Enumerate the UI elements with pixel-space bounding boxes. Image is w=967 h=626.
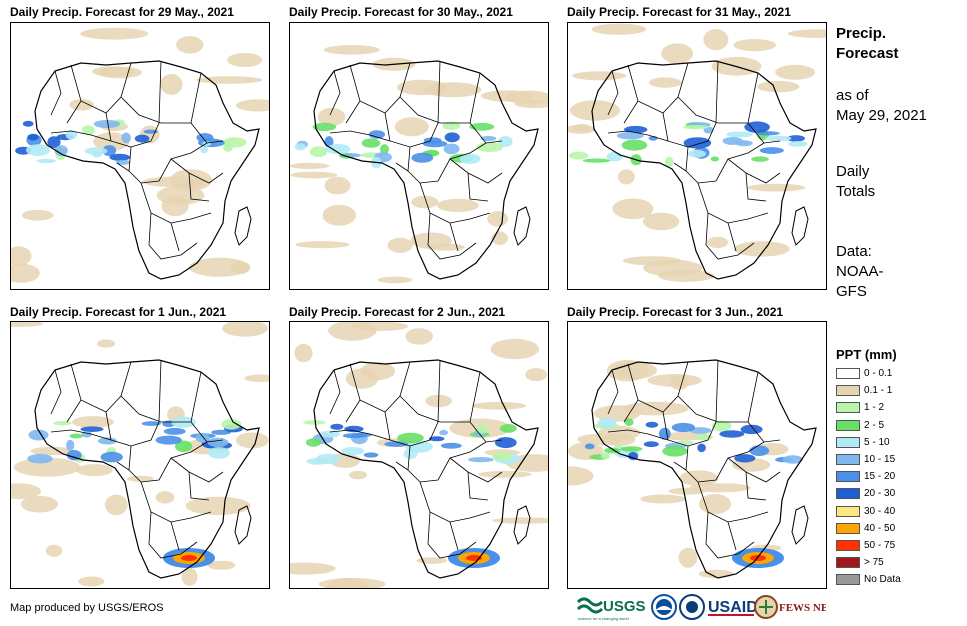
legend-swatch bbox=[836, 505, 860, 517]
sidebar-data-line1: Data: bbox=[836, 243, 872, 260]
fews-net-logo-text: FEWS NET bbox=[779, 602, 826, 614]
panel-title-6: Daily Precip. Forecast for 3 Jun., 2021 bbox=[567, 305, 784, 319]
legend-swatch bbox=[836, 522, 860, 534]
svg-text:science for a changing world: science for a changing world bbox=[578, 616, 629, 621]
legend-label: No Data bbox=[864, 574, 901, 586]
legend-swatch bbox=[836, 454, 860, 465]
legend-item: 10 - 15 bbox=[836, 453, 895, 466]
legend-item: > 75 bbox=[836, 556, 884, 569]
legend-item: 1 - 2 bbox=[836, 401, 884, 414]
usaid-logo: USAID bbox=[708, 599, 758, 616]
africa-precip-map-icon bbox=[11, 322, 269, 587]
sidebar-heading: Precip. Forecast bbox=[836, 24, 899, 64]
africa-precip-map-icon bbox=[568, 23, 826, 282]
map-panel-5 bbox=[289, 321, 549, 589]
africa-precip-map-icon bbox=[290, 322, 548, 588]
legend-item: 40 - 50 bbox=[836, 522, 895, 535]
usgs-logo: USGS science for a changing world bbox=[576, 597, 646, 621]
legend-swatch bbox=[836, 540, 860, 551]
legend-label: 1 - 2 bbox=[864, 402, 885, 414]
panel-title-3: Daily Precip. Forecast for 31 May., 2021 bbox=[567, 5, 791, 19]
panel-title-4: Daily Precip. Forecast for 1 Jun., 2021 bbox=[10, 305, 227, 319]
legend-label: 2 - 5 bbox=[864, 419, 885, 431]
legend-item: 2 - 5 bbox=[836, 419, 884, 432]
sidebar-asof: as of May 29, 2021 bbox=[836, 86, 927, 126]
sidebar-data-line2: NOAA- bbox=[836, 263, 884, 280]
legend-item: 30 - 40 bbox=[836, 505, 895, 518]
sidebar-totals-line1: Daily bbox=[836, 163, 870, 180]
legend-label: 40 - 50 bbox=[864, 522, 896, 534]
sidebar-data-line3: GFS bbox=[836, 283, 867, 300]
noaa-logo bbox=[651, 594, 677, 620]
legend-item: No Data bbox=[836, 573, 901, 586]
sidebar-totals: Daily Totals bbox=[836, 162, 875, 202]
legend-item: 20 - 30 bbox=[836, 487, 895, 500]
legend-label: 0.1 - 1 bbox=[864, 385, 893, 397]
panel-title-1: Daily Precip. Forecast for 29 May., 2021 bbox=[10, 5, 234, 19]
legend-label: 15 - 20 bbox=[864, 471, 896, 483]
legend-label: 10 - 15 bbox=[864, 454, 896, 465]
map-panel-1 bbox=[10, 22, 270, 290]
map-panel-2 bbox=[289, 22, 549, 290]
sidebar-asof-line2: May 29, 2021 bbox=[836, 107, 927, 124]
legend-title: PPT (mm) bbox=[836, 347, 897, 362]
legend-swatch bbox=[836, 488, 860, 500]
legend-label: 20 - 30 bbox=[864, 488, 896, 500]
legend-label: 50 - 75 bbox=[864, 540, 896, 551]
africa-precip-map-icon bbox=[290, 45, 548, 284]
legend-swatch bbox=[836, 419, 860, 431]
map-panel-6 bbox=[567, 321, 827, 589]
usaid-logo-text: USAID bbox=[708, 599, 758, 616]
dept-seal-logo bbox=[679, 594, 705, 620]
legend-item: 5 - 10 bbox=[836, 436, 890, 449]
legend-item: 15 - 20 bbox=[836, 470, 895, 483]
map-panel-3 bbox=[567, 22, 827, 290]
legend-swatch bbox=[836, 402, 860, 414]
sidebar-totals-line2: Totals bbox=[836, 183, 876, 200]
legend-swatch bbox=[836, 385, 860, 397]
panel-title-2: Daily Precip. Forecast for 30 May., 2021 bbox=[289, 5, 513, 19]
legend-item: 0.1 - 1 bbox=[836, 384, 892, 397]
credit-text: Map produced by USGS/EROS bbox=[10, 602, 164, 614]
sidebar-heading-line1: Precip. bbox=[836, 25, 887, 42]
legend-label: > 75 bbox=[864, 557, 884, 569]
legend-item: 0 - 0.1 bbox=[836, 367, 892, 380]
legend-swatch bbox=[836, 574, 860, 586]
legend-label: 30 - 40 bbox=[864, 505, 896, 517]
sidebar-data-source: Data: NOAA- GFS bbox=[836, 242, 884, 302]
legend-swatch bbox=[836, 557, 860, 569]
map-panel-4 bbox=[10, 321, 270, 589]
legend-swatch bbox=[836, 368, 860, 379]
legend-swatch bbox=[836, 471, 860, 483]
sidebar-asof-line1: as of bbox=[836, 87, 869, 104]
legend-item: 50 - 75 bbox=[836, 539, 895, 552]
africa-precip-map-icon bbox=[11, 27, 269, 283]
legend-swatch bbox=[836, 436, 860, 448]
legend-label: 0 - 0.1 bbox=[864, 368, 893, 379]
legend-label: 5 - 10 bbox=[864, 436, 890, 448]
africa-precip-map-icon bbox=[568, 359, 817, 579]
sidebar-heading-line2: Forecast bbox=[836, 45, 899, 62]
panel-title-5: Daily Precip. Forecast for 2 Jun., 2021 bbox=[289, 305, 506, 319]
agency-logos: USGS science for a changing world USAID … bbox=[576, 594, 826, 621]
usgs-logo-text: USGS bbox=[603, 598, 646, 615]
fews-net-logo: FEWS NET bbox=[754, 595, 826, 619]
